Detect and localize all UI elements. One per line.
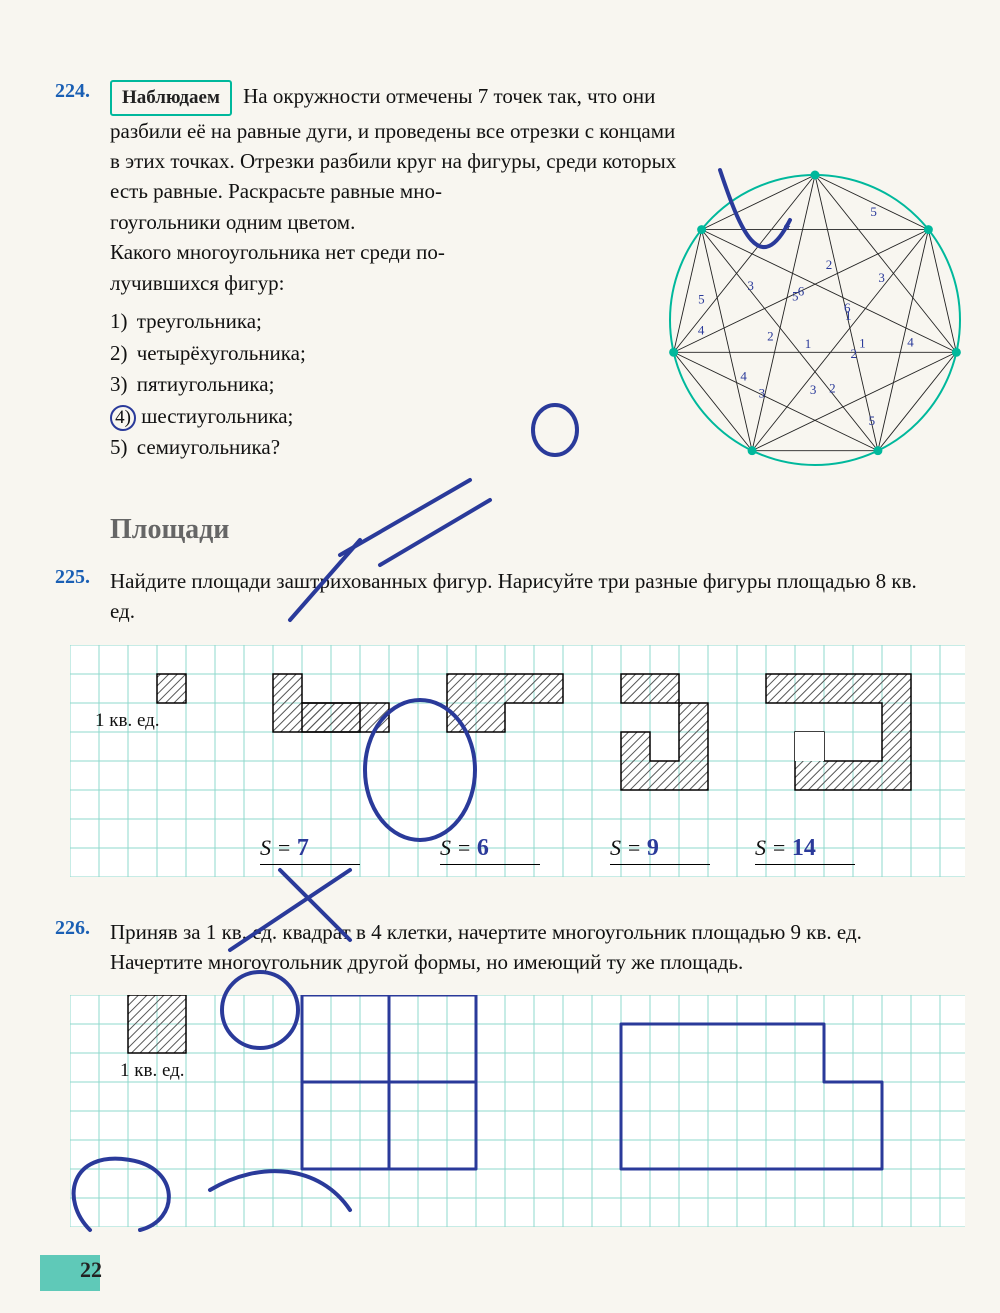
svg-text:4: 4 xyxy=(907,334,914,349)
text-line: есть равные. Раскрасьте равные мно- xyxy=(110,179,442,203)
svg-text:1: 1 xyxy=(859,336,866,351)
svg-text:1: 1 xyxy=(805,336,812,351)
svg-text:5: 5 xyxy=(698,292,705,307)
svg-text:6: 6 xyxy=(798,283,805,298)
svg-text:2: 2 xyxy=(850,346,857,361)
s-label: S = xyxy=(610,835,641,860)
svg-text:3: 3 xyxy=(747,278,754,293)
svg-text:2: 2 xyxy=(767,328,774,343)
problem-text: Приняв за 1 кв. ед. квадрат в 4 клетки, … xyxy=(110,917,940,978)
problem-number: 225. xyxy=(55,566,90,589)
text-line: лучившихся фигур: xyxy=(110,271,285,295)
problem-226: 226. Приняв за 1 кв. ед. квадрат в 4 кле… xyxy=(110,917,940,1228)
svg-text:4: 4 xyxy=(740,368,747,383)
s-answer: 14 xyxy=(792,835,816,861)
svg-text:5: 5 xyxy=(870,204,877,219)
s-answer: 6 xyxy=(477,835,489,861)
problem-225: 225. Найдите площади заштрихованных фигу… xyxy=(110,566,940,877)
s-answer: 7 xyxy=(297,835,309,861)
text-line: На окружности отмечены 7 точек так, что … xyxy=(243,84,655,108)
svg-text:5: 5 xyxy=(869,413,876,428)
page: 224. Наблюдаем На окружности отмечены 7 … xyxy=(0,0,1000,1297)
svg-text:4: 4 xyxy=(784,217,791,232)
problem-number: 226. xyxy=(55,917,90,940)
svg-text:4: 4 xyxy=(698,322,705,337)
heptagon-diagram: 123456234512345612345 xyxy=(660,165,970,475)
page-number: 22 xyxy=(80,1257,102,1283)
problem-text: Найдите площади заштрихованных фигур. На… xyxy=(110,566,940,627)
svg-text:3: 3 xyxy=(878,270,885,285)
problem-number: 224. xyxy=(55,80,90,103)
grid-226: 1 кв. ед. xyxy=(70,995,965,1227)
svg-text:3: 3 xyxy=(759,386,766,401)
svg-text:2: 2 xyxy=(829,381,836,396)
observe-badge: Наблюдаем xyxy=(110,80,232,116)
unit-label: 1 кв. ед. xyxy=(95,710,160,732)
text-line: Какого многоугольника нет среди по- xyxy=(110,240,445,264)
grid-225: 1 кв. ед. S = 7 S = 6 S = 9 S = 14 xyxy=(70,645,965,877)
text-line: гоугольники одним цветом. xyxy=(110,210,355,234)
text-line: разбили её на равные дуги, и проведены в… xyxy=(110,119,675,143)
problem-224: 224. Наблюдаем На окружности отмечены 7 … xyxy=(110,80,940,464)
s-label: S = xyxy=(440,835,471,860)
svg-text:6: 6 xyxy=(844,300,851,315)
svg-text:2: 2 xyxy=(826,257,833,272)
svg-text:3: 3 xyxy=(810,382,817,397)
circled-answer: 4) xyxy=(110,405,136,431)
s-label: S = xyxy=(260,835,291,860)
s-label: S = xyxy=(755,835,786,860)
text-line: в этих точках. Отрезки разбили круг на ф… xyxy=(110,149,676,173)
grid-svg xyxy=(70,995,965,1227)
unit-label: 1 кв. ед. xyxy=(120,1060,185,1082)
section-title: Площади xyxy=(110,514,940,546)
s-answer: 9 xyxy=(647,835,659,861)
svg-text:5: 5 xyxy=(792,289,799,304)
